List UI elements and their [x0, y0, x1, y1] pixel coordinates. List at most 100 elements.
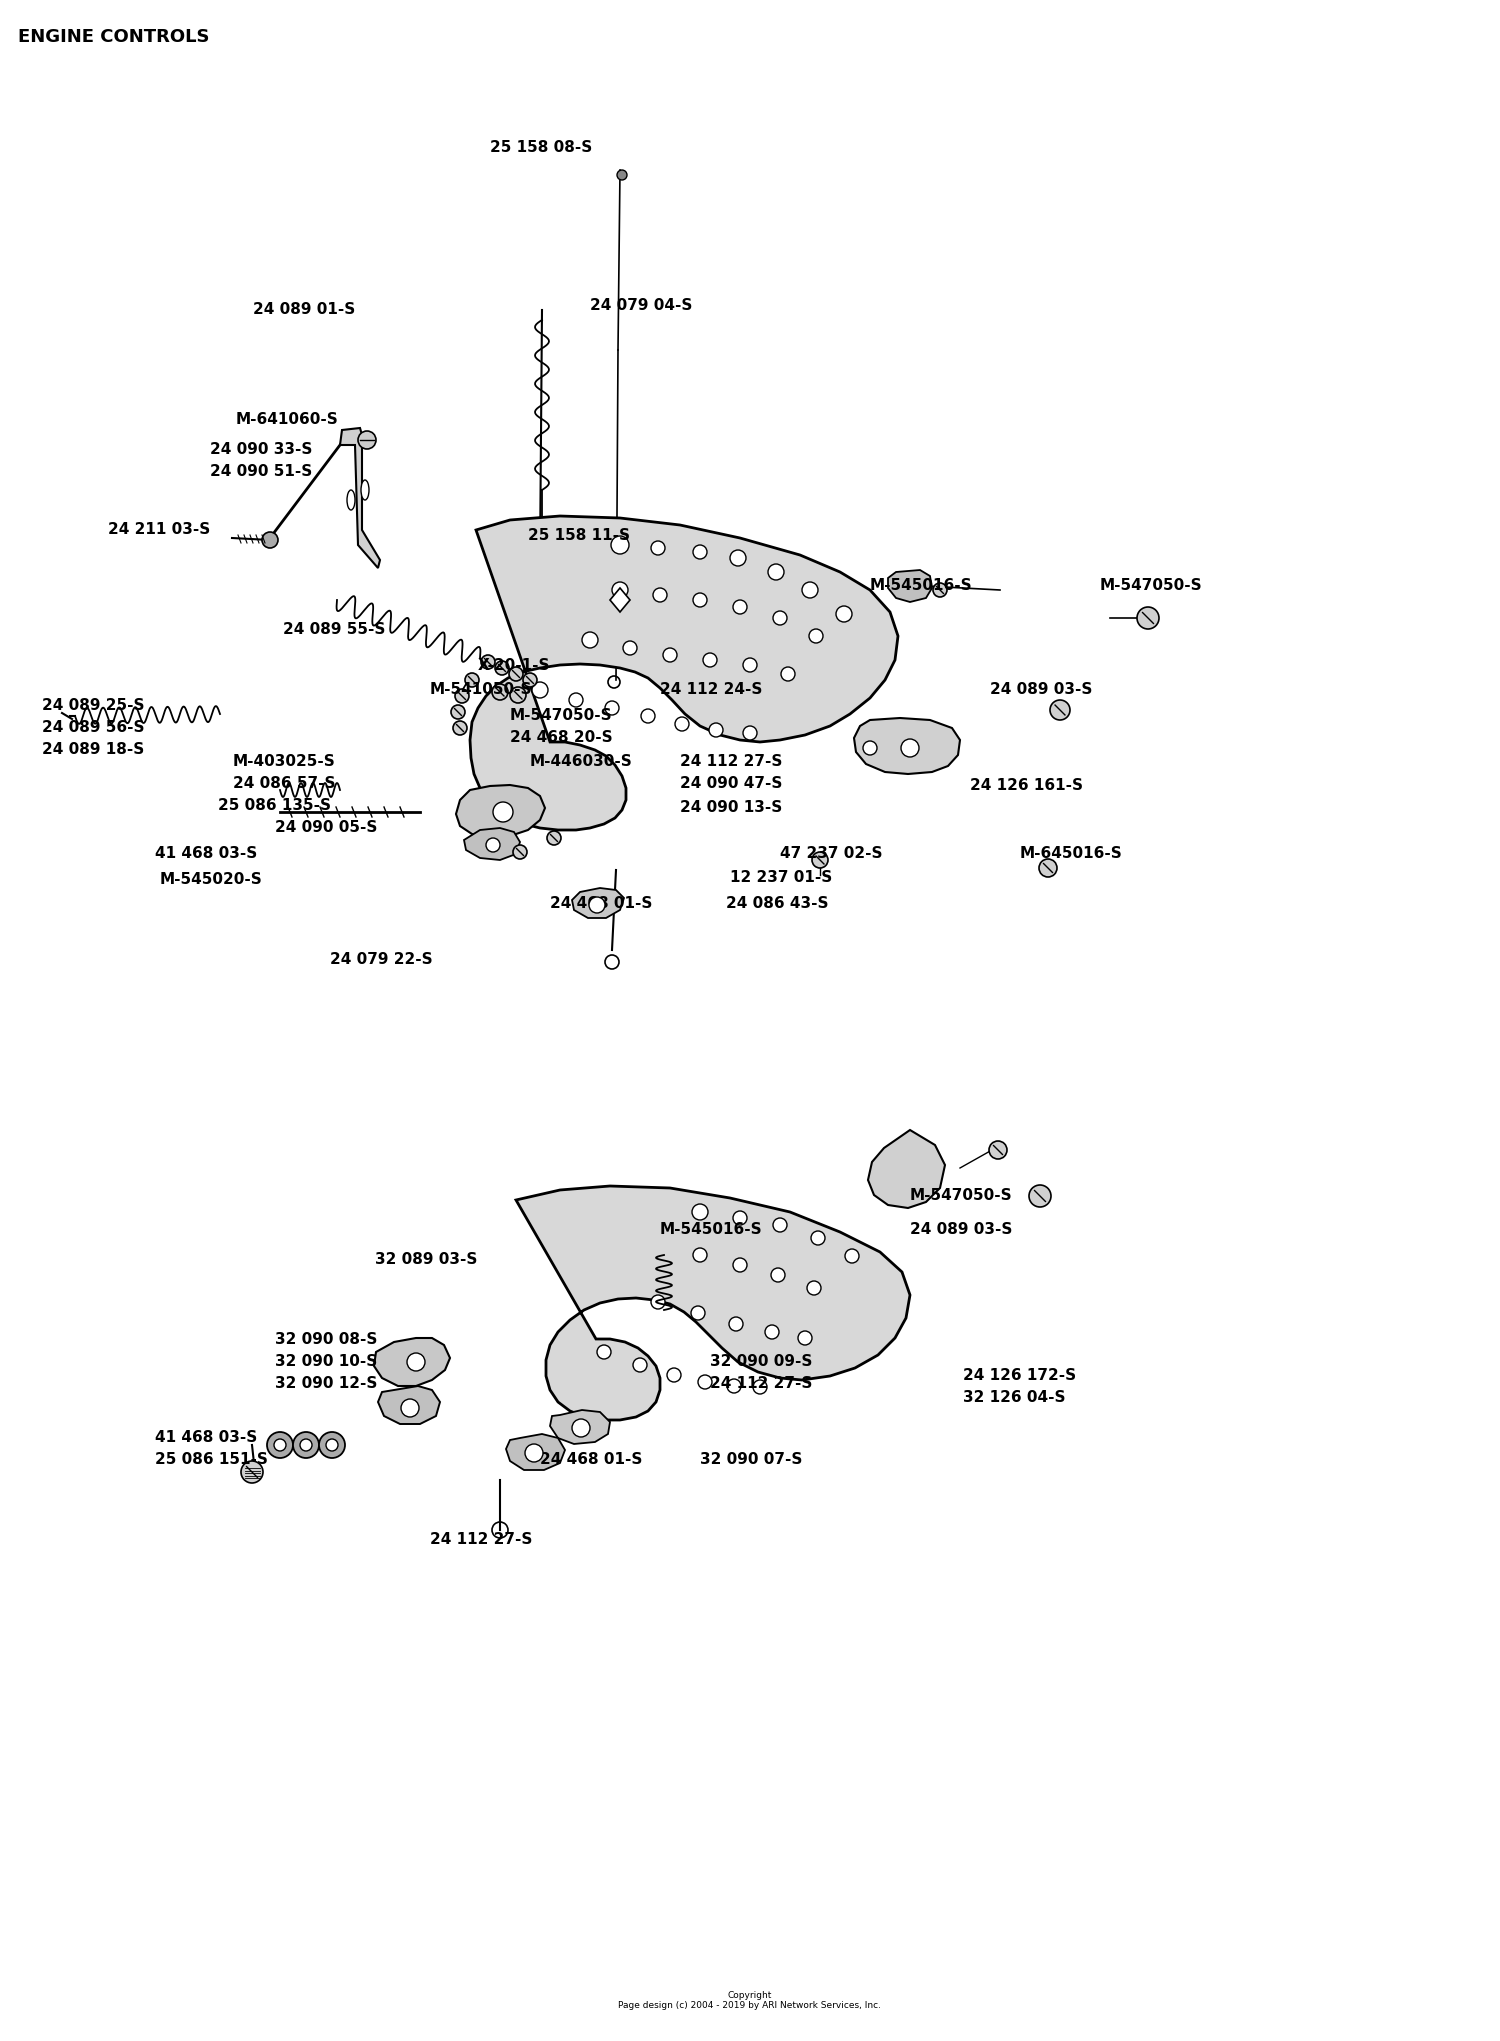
Text: M-547050-S: M-547050-S: [910, 1188, 1013, 1202]
Text: M-641060-S: M-641060-S: [236, 412, 339, 427]
Text: 24 089 55-S: 24 089 55-S: [284, 623, 386, 637]
Polygon shape: [572, 888, 624, 918]
Circle shape: [704, 653, 717, 667]
Circle shape: [765, 1325, 778, 1339]
Circle shape: [267, 1433, 292, 1457]
Circle shape: [1029, 1186, 1051, 1206]
Text: M-446030-S: M-446030-S: [530, 755, 633, 769]
Circle shape: [400, 1398, 418, 1416]
Text: 32 090 07-S: 32 090 07-S: [700, 1453, 802, 1467]
Circle shape: [597, 1345, 610, 1359]
Circle shape: [808, 629, 824, 643]
Text: 24 089 56-S: 24 089 56-S: [42, 720, 144, 735]
Circle shape: [300, 1439, 312, 1451]
Circle shape: [675, 716, 688, 731]
Text: 24 090 51-S: 24 090 51-S: [210, 465, 312, 480]
Polygon shape: [506, 1435, 566, 1470]
Text: 24 079 22-S: 24 079 22-S: [330, 953, 432, 967]
Text: 32 090 12-S: 32 090 12-S: [274, 1376, 378, 1392]
Text: 32 090 10-S: 32 090 10-S: [274, 1355, 378, 1370]
Text: 24 090 47-S: 24 090 47-S: [680, 776, 783, 792]
Text: M-545016-S: M-545016-S: [870, 578, 972, 592]
Circle shape: [862, 741, 877, 755]
Polygon shape: [374, 1339, 450, 1386]
Circle shape: [988, 1141, 1006, 1159]
Ellipse shape: [346, 490, 355, 510]
Polygon shape: [610, 588, 630, 612]
Circle shape: [729, 1316, 742, 1331]
Circle shape: [582, 633, 598, 647]
Text: 24 089 18-S: 24 089 18-S: [42, 743, 144, 757]
Text: ENGINE CONTROLS: ENGINE CONTROLS: [18, 29, 210, 47]
Circle shape: [651, 541, 664, 555]
Circle shape: [728, 1380, 741, 1394]
Text: 24 089 03-S: 24 089 03-S: [910, 1223, 1013, 1237]
Circle shape: [610, 537, 628, 553]
Circle shape: [734, 1210, 747, 1225]
Ellipse shape: [362, 480, 369, 500]
Circle shape: [509, 667, 524, 682]
Circle shape: [640, 708, 656, 723]
Circle shape: [482, 655, 495, 669]
Circle shape: [524, 674, 537, 688]
Polygon shape: [853, 718, 960, 774]
Text: 24 112 27-S: 24 112 27-S: [430, 1533, 532, 1547]
Circle shape: [807, 1282, 820, 1294]
Polygon shape: [516, 1186, 910, 1421]
Circle shape: [494, 802, 513, 823]
Text: 24 468 01-S: 24 468 01-S: [540, 1453, 642, 1467]
Polygon shape: [550, 1410, 610, 1443]
Circle shape: [612, 582, 628, 598]
Circle shape: [1050, 700, 1070, 720]
Text: 24 468 20-S: 24 468 20-S: [510, 731, 612, 745]
Polygon shape: [888, 569, 932, 602]
Circle shape: [513, 845, 526, 859]
Text: 24 089 03-S: 24 089 03-S: [990, 682, 1092, 698]
Text: M-547050-S: M-547050-S: [510, 708, 612, 723]
Circle shape: [358, 431, 376, 449]
Circle shape: [492, 684, 508, 700]
Polygon shape: [868, 1131, 945, 1208]
Circle shape: [768, 563, 784, 580]
Circle shape: [693, 545, 706, 559]
Circle shape: [242, 1461, 262, 1484]
Text: 41 468 03-S: 41 468 03-S: [154, 845, 258, 861]
Text: M-645016-S: M-645016-S: [1020, 845, 1122, 861]
Text: 24 089 25-S: 24 089 25-S: [42, 698, 144, 714]
Circle shape: [693, 594, 706, 606]
Text: 24 211 03-S: 24 211 03-S: [108, 522, 210, 537]
Text: 25 086 135-S: 25 086 135-S: [217, 798, 332, 814]
Circle shape: [274, 1439, 286, 1451]
Text: 24 112 27-S: 24 112 27-S: [680, 755, 783, 769]
Text: 24 090 05-S: 24 090 05-S: [274, 820, 378, 835]
Circle shape: [812, 851, 828, 867]
Text: 32 090 08-S: 32 090 08-S: [274, 1333, 378, 1347]
Circle shape: [693, 1247, 706, 1261]
Text: Copyright
Page design (c) 2004 - 2019 by ARI Network Services, Inc.: Copyright Page design (c) 2004 - 2019 by…: [618, 1990, 882, 2010]
Circle shape: [495, 661, 508, 676]
Circle shape: [1137, 606, 1160, 629]
Circle shape: [651, 1294, 664, 1308]
Text: M-545020-S: M-545020-S: [160, 872, 262, 888]
Text: 24 126 161-S: 24 126 161-S: [970, 778, 1083, 794]
Circle shape: [652, 588, 668, 602]
Circle shape: [1040, 859, 1058, 878]
Circle shape: [454, 690, 470, 702]
Text: 25 158 11-S: 25 158 11-S: [528, 527, 630, 543]
Circle shape: [292, 1433, 320, 1457]
Circle shape: [452, 704, 465, 718]
Text: 32 090 09-S: 32 090 09-S: [710, 1355, 813, 1370]
Circle shape: [734, 1257, 747, 1272]
Text: 24 468 01-S: 24 468 01-S: [550, 896, 652, 912]
Circle shape: [262, 533, 278, 547]
Text: 24 089 01-S: 24 089 01-S: [254, 302, 356, 318]
Circle shape: [320, 1433, 345, 1457]
Circle shape: [668, 1367, 681, 1382]
Circle shape: [782, 667, 795, 682]
Polygon shape: [464, 829, 520, 859]
Circle shape: [663, 647, 676, 661]
Text: M-545016-S: M-545016-S: [660, 1223, 762, 1237]
Polygon shape: [470, 516, 898, 831]
Circle shape: [798, 1331, 812, 1345]
Circle shape: [772, 610, 788, 625]
